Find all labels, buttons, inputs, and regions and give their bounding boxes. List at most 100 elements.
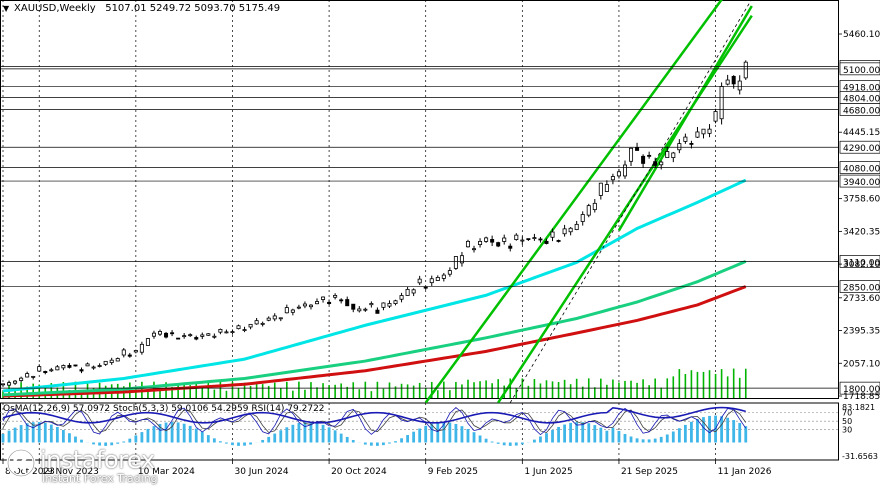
osma-bar	[581, 422, 584, 442]
volume-bar	[365, 382, 367, 398]
osma-bar	[195, 429, 198, 443]
osma-bar	[624, 434, 627, 443]
candle-body	[436, 277, 439, 280]
osma-bar	[660, 437, 663, 443]
candle-body	[291, 310, 294, 312]
osma-bar	[80, 440, 83, 443]
osma-bar	[503, 442, 506, 445]
candle-body	[460, 256, 463, 263]
osma-bar	[388, 442, 391, 443]
level-label: 4804.00	[843, 94, 880, 104]
osma-bar	[249, 442, 252, 444]
candle-body	[177, 338, 180, 339]
volume-bar	[201, 387, 203, 398]
volume-bar	[328, 385, 330, 398]
dropdown-arrow-icon[interactable]: ▼	[3, 4, 9, 13]
osma-bar	[304, 422, 307, 442]
candle-body	[237, 326, 240, 329]
candle-body	[623, 165, 626, 176]
volume-bar	[594, 387, 596, 398]
candle-body	[527, 239, 530, 240]
volume-bar	[685, 374, 687, 398]
volume-bar	[491, 383, 493, 398]
osma-bar	[630, 437, 633, 443]
osma-bar	[189, 426, 192, 443]
osma-bar	[213, 438, 216, 442]
volume-bar	[534, 379, 536, 398]
candle-body	[303, 304, 306, 306]
osma-bar	[279, 430, 282, 442]
osma-bar	[551, 430, 554, 443]
chart-header: XAUUSD,Weekly 5107.01 5249.72 5093.70 51…	[14, 3, 280, 14]
volume-bar	[745, 369, 747, 398]
candle-body	[86, 364, 89, 366]
volume-bar	[383, 389, 385, 398]
volume-bar	[262, 384, 264, 398]
osma-bar	[618, 431, 621, 443]
candle-body	[92, 367, 95, 368]
candle-body	[382, 303, 385, 307]
candle-body	[708, 129, 711, 133]
candle-body	[599, 183, 602, 195]
volume-bar	[195, 383, 197, 398]
candle-body	[515, 235, 518, 239]
candle-body	[497, 243, 500, 246]
candle-body	[635, 148, 638, 151]
osma-bar	[738, 423, 741, 443]
candle-body	[158, 331, 161, 334]
osma-bar	[521, 442, 524, 444]
candle-body	[285, 308, 288, 313]
ohlc-values: 5107.01 5249.72 5093.70 5175.49	[105, 3, 280, 14]
candle-body	[195, 337, 198, 339]
osma-bar	[201, 432, 204, 443]
candle-body	[243, 330, 246, 331]
candle-body	[20, 378, 23, 380]
y-tick-label: 1718.85	[843, 392, 880, 402]
volume-bar	[340, 383, 342, 398]
osma-bar	[134, 435, 137, 442]
candle-body	[412, 290, 415, 293]
osma-bar	[122, 442, 125, 443]
osma-bar	[491, 442, 494, 443]
osma-bar	[400, 438, 403, 442]
osma-bar	[92, 442, 95, 444]
candle-body	[424, 287, 427, 288]
osma-bar	[545, 433, 548, 442]
volume-bar	[479, 381, 481, 398]
volume-bar	[485, 380, 487, 398]
volume-bar	[703, 372, 705, 398]
candle-body	[219, 329, 222, 332]
candle-body	[448, 271, 451, 275]
candle-body	[255, 321, 258, 324]
candle-body	[279, 318, 282, 319]
candle-body	[557, 240, 560, 241]
x-tick-label: 9 Feb 2025	[428, 467, 478, 477]
osma-bar	[267, 437, 270, 443]
volume-bar	[419, 383, 421, 398]
volume-bar	[304, 390, 306, 398]
osma-bar	[430, 424, 433, 443]
volume-bar	[238, 388, 240, 398]
candle-body	[654, 162, 657, 166]
candle-body	[74, 365, 77, 366]
candle-body	[406, 289, 409, 295]
candle-body	[629, 148, 632, 161]
candle-body	[358, 309, 361, 311]
osma-bar	[225, 442, 228, 443]
volume-bar	[709, 370, 711, 398]
candle-body	[116, 359, 119, 361]
osma-bar	[678, 428, 681, 442]
y-tick-label: 4445.15	[843, 128, 880, 138]
osma-bar	[110, 442, 113, 445]
osma-bar	[153, 426, 156, 442]
candle-body	[617, 172, 620, 176]
volume-bar	[624, 381, 626, 398]
osma-bar	[8, 431, 11, 443]
osma-bar	[14, 428, 17, 443]
volume-bar	[461, 384, 463, 398]
y-tick-label: 2395.35	[843, 327, 880, 337]
y-tick-label: 3758.60	[843, 195, 880, 205]
indicator-tick-label: -31.6563	[842, 452, 878, 461]
candle-body	[726, 80, 729, 84]
